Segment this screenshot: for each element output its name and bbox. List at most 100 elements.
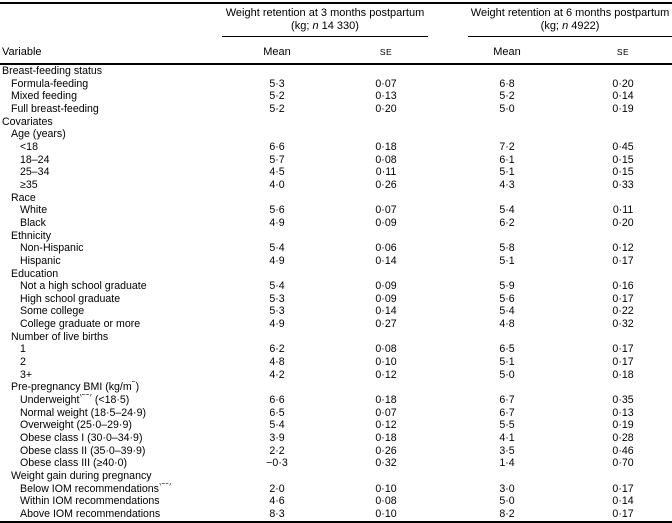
table-row: Hispanic 4·9 0·14 5·1 0·17 (0, 255, 672, 268)
se-header-6m-label: SE (616, 47, 630, 57)
cell-value: 6·5 (499, 343, 515, 356)
table-row: Underweight(29) (<18·5) 6·6 0·18 6·7 0·35 (0, 394, 672, 407)
cell-value: 0·33 (612, 178, 634, 191)
table-row: 18–24 5·7 0·08 6·1 0·15 (0, 154, 672, 167)
table-row: Not a high school graduate 5·4 0·09 5·9 0·16 (0, 280, 672, 293)
cell-value: 5·4 (499, 305, 515, 318)
cell-value: 4·2 (269, 368, 285, 381)
group-3-months: Weight retention at 3 months postpartum … (222, 3, 440, 37)
table-row: 25–34 4·5 0·11 5·1 0·15 (0, 166, 672, 179)
cell-value: 6·6 (269, 394, 285, 407)
table-row: Mixed feeding 5·2 0·13 5·2 0·14 (0, 90, 672, 103)
cell-value: 0·14 (375, 305, 397, 318)
table-row: Non-Hispanic 5·4 0·06 5·8 0·12 (0, 242, 672, 255)
group-title-6m: Weight retention at 6 months postpartum (470, 7, 670, 19)
table-row: Education (0, 268, 672, 281)
cell-value: 0·28 (612, 432, 634, 445)
cell-value: 6·7 (499, 394, 515, 407)
row-label: Age (years) (11, 128, 66, 141)
row-label: ≥35 (20, 178, 38, 191)
cell-value: 5·7 (269, 153, 285, 166)
subtitle-n-6m: n (562, 20, 569, 32)
cell-value: 0·10 (375, 356, 397, 369)
cell-value: 0·11 (612, 204, 634, 217)
subtitle-n-3m: n (312, 20, 319, 32)
cell-value: 5·5 (499, 419, 515, 432)
cell-value: 5·3 (269, 77, 285, 90)
row-label: Normal weight (18·5–24·9) (20, 406, 147, 419)
mean-header-6m: Mean (440, 37, 575, 65)
cell-value (332, 116, 440, 129)
cell-value: 5·6 (269, 204, 285, 217)
table-row: Ethnicity (0, 230, 672, 243)
cell-value: 3·0 (499, 482, 515, 495)
row-label: 18–24 (20, 153, 50, 166)
cell-value (440, 116, 574, 129)
row-label: Overweight (25·0–29·9) (20, 419, 132, 432)
row-label: Obese class I (30·0–34·9) (20, 432, 143, 445)
group-title-3m: Weight retention at 3 months postpartum (225, 7, 425, 19)
cell-value (440, 470, 574, 483)
cell-value: 5·6 (499, 292, 515, 305)
table-row: 2 4·8 0·10 5·1 0·17 (0, 356, 672, 369)
table-row: Full breast-feeding 5·2 0·20 5·0 0·19 (0, 103, 672, 116)
row-label: 2 (20, 356, 26, 369)
cell-value: 5·4 (269, 419, 285, 432)
cell-value: 0·18 (375, 394, 397, 407)
cell-value: 0·15 (612, 166, 634, 179)
cell-value: 0·19 (612, 419, 634, 432)
row-label: Full breast-feeding (11, 102, 99, 115)
cell-value: 0·46 (612, 444, 634, 457)
cell-value (574, 470, 672, 483)
cell-value: 2·2 (269, 444, 285, 457)
cell-value: 5·0 (499, 495, 515, 508)
row-label: Above IOM recommendations (20, 507, 161, 520)
cell-value: 4·9 (269, 254, 285, 267)
cell-value (574, 381, 672, 394)
row-label: Ethnicity (11, 229, 52, 242)
subtitle-suffix-6m: 4922) (568, 20, 600, 32)
cell-value (440, 192, 574, 205)
cell-value (332, 470, 440, 483)
cell-value (574, 116, 672, 129)
cell-value: 5·2 (499, 90, 515, 103)
cell-value: 6·8 (499, 77, 515, 90)
cell-value: 0·17 (612, 343, 634, 356)
table-row: Obese class III (≥40·0) −0·3 0·32 1·4 0·70 (0, 457, 672, 470)
table-row: Below IOM recommendations(30) 2·0 0·10 3·0 0… (0, 483, 672, 496)
cell-value: 5·3 (269, 305, 285, 318)
cell-value: 4·9 (269, 216, 285, 229)
table-body: Breast-feeding status Formula-feeding 5·3 0… (0, 64, 672, 522)
row-label: White (20, 204, 48, 217)
cell-value: 0·07 (375, 406, 397, 419)
cell-value: 5·0 (499, 102, 515, 115)
cell-value: 0·17 (612, 507, 634, 520)
cell-value: 5·1 (499, 254, 515, 267)
cell-value: 0·20 (612, 77, 634, 90)
row-label: Covariates (2, 115, 53, 128)
table-row: College graduate or more 4·9 0·27 4·8 0·32 (0, 318, 672, 331)
cell-value: 0·13 (612, 406, 634, 419)
cell-value: 6·2 (499, 216, 515, 229)
cell-value (574, 331, 672, 344)
cell-value: 5·2 (269, 102, 285, 115)
table-row: <18 6·6 0·18 7·2 0·45 (0, 141, 672, 154)
row-label: Mixed feeding (11, 90, 77, 103)
table-row: Normal weight (18·5–24·9) 6·5 0·07 6·7 0·13 (0, 407, 672, 420)
cell-value: 0·07 (375, 77, 397, 90)
cell-value (332, 64, 440, 78)
cell-value (222, 470, 332, 483)
cell-value (440, 64, 574, 78)
cell-value: 0·10 (375, 482, 397, 495)
cell-value: 0·19 (612, 102, 634, 115)
row-label: Hispanic (20, 254, 61, 267)
cell-value: 4·5 (269, 166, 285, 179)
cell-value: 0·18 (375, 432, 397, 445)
cell-value (574, 192, 672, 205)
cell-value: 0·14 (612, 90, 634, 103)
cell-value: 6·7 (499, 406, 515, 419)
row-label: Within IOM recommendations (20, 495, 160, 508)
cell-value (222, 64, 332, 78)
cell-value: 0·32 (612, 318, 634, 331)
